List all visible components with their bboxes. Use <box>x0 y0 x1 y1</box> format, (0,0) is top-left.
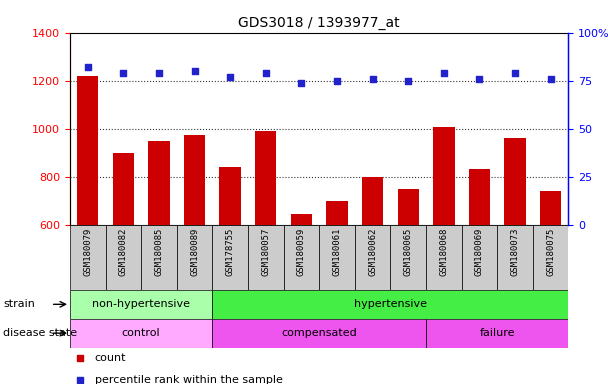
Bar <box>326 201 348 225</box>
Bar <box>505 138 526 225</box>
Bar <box>433 127 455 225</box>
Bar <box>248 225 283 290</box>
Point <box>546 76 556 82</box>
Bar <box>533 225 568 290</box>
Bar <box>362 177 383 225</box>
Point <box>403 78 413 84</box>
Bar <box>426 319 568 348</box>
Text: GSM180075: GSM180075 <box>546 228 555 276</box>
Point <box>297 79 306 86</box>
Bar <box>398 189 419 225</box>
Point <box>439 70 449 76</box>
Bar <box>390 225 426 290</box>
Text: strain: strain <box>3 299 35 310</box>
Text: GSM180065: GSM180065 <box>404 228 413 276</box>
Text: GSM180062: GSM180062 <box>368 228 377 276</box>
Bar <box>291 214 312 225</box>
Bar <box>497 225 533 290</box>
Text: GSM180059: GSM180059 <box>297 228 306 276</box>
Text: GSM180089: GSM180089 <box>190 228 199 276</box>
Point <box>75 355 85 361</box>
Bar <box>177 225 212 290</box>
Text: percentile rank within the sample: percentile rank within the sample <box>95 375 283 384</box>
Text: GSM180073: GSM180073 <box>511 228 520 276</box>
Point <box>83 64 92 70</box>
Bar <box>148 141 170 225</box>
Text: control: control <box>122 328 161 338</box>
Text: GSM180068: GSM180068 <box>440 228 448 276</box>
Bar <box>219 167 241 225</box>
Point <box>226 74 235 80</box>
Bar <box>255 131 277 225</box>
Text: failure: failure <box>480 328 515 338</box>
Bar <box>212 225 248 290</box>
Point <box>332 78 342 84</box>
Text: GSM180061: GSM180061 <box>333 228 342 276</box>
Bar <box>283 225 319 290</box>
Bar <box>184 135 206 225</box>
Bar <box>540 191 561 225</box>
Bar <box>319 225 355 290</box>
Text: non-hypertensive: non-hypertensive <box>92 299 190 310</box>
Text: GSM180082: GSM180082 <box>119 228 128 276</box>
Point <box>475 76 485 82</box>
Text: hypertensive: hypertensive <box>354 299 427 310</box>
Bar <box>469 169 490 225</box>
Bar <box>426 225 461 290</box>
Point <box>510 70 520 76</box>
Bar <box>141 225 177 290</box>
Bar <box>212 319 426 348</box>
Bar <box>461 225 497 290</box>
Bar <box>112 153 134 225</box>
Point <box>75 377 85 383</box>
Bar <box>355 225 390 290</box>
Text: compensated: compensated <box>282 328 357 338</box>
Bar <box>70 290 212 319</box>
Point <box>261 70 271 76</box>
Text: count: count <box>95 353 126 363</box>
Point <box>190 68 199 74</box>
Bar <box>77 76 98 225</box>
Text: GSM180069: GSM180069 <box>475 228 484 276</box>
Text: GSM180079: GSM180079 <box>83 228 92 276</box>
Text: GSM180085: GSM180085 <box>154 228 164 276</box>
Text: GSM178755: GSM178755 <box>226 228 235 276</box>
Bar <box>70 225 106 290</box>
Bar <box>70 319 212 348</box>
Title: GDS3018 / 1393977_at: GDS3018 / 1393977_at <box>238 16 400 30</box>
Text: disease state: disease state <box>3 328 77 338</box>
Point <box>368 76 378 82</box>
Point <box>119 70 128 76</box>
Text: GSM180057: GSM180057 <box>261 228 271 276</box>
Point <box>154 70 164 76</box>
Bar <box>212 290 568 319</box>
Bar <box>106 225 141 290</box>
